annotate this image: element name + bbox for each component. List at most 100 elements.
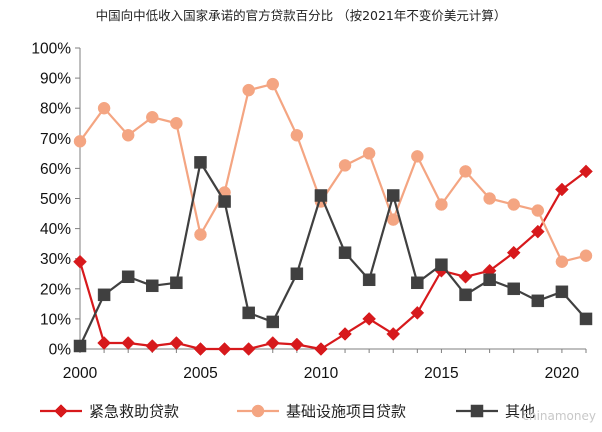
legend-swatch-marker [470, 404, 484, 418]
data-point [338, 327, 352, 341]
data-point [579, 164, 593, 179]
data-point [531, 204, 545, 217]
data-point [145, 339, 160, 353]
data-point [386, 327, 401, 341]
data-point [73, 135, 87, 148]
data-point [411, 150, 424, 163]
data-point [265, 336, 280, 350]
data-point [506, 245, 521, 260]
y-tick-label: 30% [40, 251, 71, 268]
data-point [97, 101, 111, 115]
data-point [241, 342, 256, 356]
data-point [194, 156, 207, 169]
data-point [555, 255, 569, 268]
x-tick-label: 2000 [63, 365, 98, 382]
legend-item: 其他 [456, 403, 535, 421]
series-1 [73, 77, 593, 268]
data-point [338, 159, 352, 172]
legend-label: 基础设施项目贷款 [286, 403, 406, 421]
data-point [169, 336, 184, 350]
data-point [579, 312, 593, 326]
series-2 [73, 156, 593, 353]
axes: 0% 10% 20% 30% 40% 50% 60% 70% 80% 90% 100% 2000 200… [31, 41, 587, 382]
data-point [314, 342, 328, 356]
data-point [338, 246, 352, 259]
data-point [218, 195, 231, 208]
data-point [97, 288, 111, 302]
data-point [266, 315, 280, 329]
series-line [78, 170, 587, 351]
data-point [531, 294, 545, 308]
x-tick-label: 2020 [545, 365, 580, 382]
y-tick-label: 90% [40, 71, 71, 88]
data-point [411, 276, 424, 290]
data-point [146, 279, 159, 293]
data-point [314, 189, 328, 202]
y-tick-label: 70% [40, 131, 71, 148]
chart-title: 中国向中低收入国家承诺的官方贷款百分比 （按2021年不变价美元计算） [96, 8, 507, 23]
series-line [79, 83, 587, 263]
y-tick-label: 80% [40, 101, 71, 118]
data-point [483, 192, 496, 205]
data-point [170, 276, 183, 290]
legend-item: 紧急救助贷款 [40, 403, 179, 421]
data-point [386, 213, 400, 226]
y-tick-label: 20% [40, 281, 71, 298]
data-point [507, 198, 520, 211]
data-point [435, 198, 448, 211]
legend-swatch-marker [251, 404, 265, 418]
data-point [483, 273, 496, 287]
data-point [459, 288, 472, 302]
data-point [410, 306, 425, 320]
y-tick-label: 10% [40, 311, 71, 328]
series-layer [73, 77, 593, 356]
legend-swatch-marker [54, 404, 68, 418]
data-point [459, 165, 472, 178]
data-point [290, 129, 304, 142]
legend-item: 基础设施项目贷款 [237, 403, 406, 421]
y-tick-label: 100% [31, 41, 71, 58]
data-point [290, 267, 304, 280]
data-point [555, 182, 569, 197]
data-point [530, 224, 545, 239]
data-point [73, 339, 87, 353]
x-tick-label: 2010 [304, 365, 339, 382]
x-tick-label: 2005 [183, 365, 217, 382]
data-point [121, 270, 135, 284]
data-point [121, 336, 136, 350]
data-point [193, 342, 208, 356]
data-point [97, 336, 111, 350]
x-tick-label: 2015 [424, 365, 458, 382]
data-point [362, 312, 376, 326]
data-point [507, 282, 520, 296]
series-line [79, 161, 587, 347]
data-point [435, 258, 448, 271]
data-point [458, 269, 473, 284]
data-point [362, 147, 376, 160]
series-0 [73, 164, 593, 356]
data-point [266, 77, 280, 91]
legend-label: 其他 [505, 403, 535, 421]
data-point [170, 117, 183, 130]
data-point [194, 228, 207, 241]
data-point [217, 342, 232, 356]
data-point [242, 83, 255, 97]
y-tick-label: 40% [40, 221, 71, 238]
y-tick-label: 60% [40, 161, 71, 178]
y-tick-label: 0% [49, 342, 72, 359]
data-point [362, 273, 376, 287]
data-point [242, 306, 255, 320]
legend: 紧急救助贷款 基础设施项目贷款 其他 [40, 403, 535, 421]
watermark-text: chinamoney [522, 409, 596, 423]
data-point [146, 110, 159, 124]
legend-label: 紧急救助贷款 [89, 403, 179, 421]
data-point [386, 189, 400, 202]
y-tick-label: 50% [40, 191, 71, 208]
data-point [579, 249, 593, 262]
data-point [555, 285, 569, 299]
data-point [73, 254, 87, 269]
data-point [121, 129, 135, 142]
data-point [290, 337, 304, 352]
